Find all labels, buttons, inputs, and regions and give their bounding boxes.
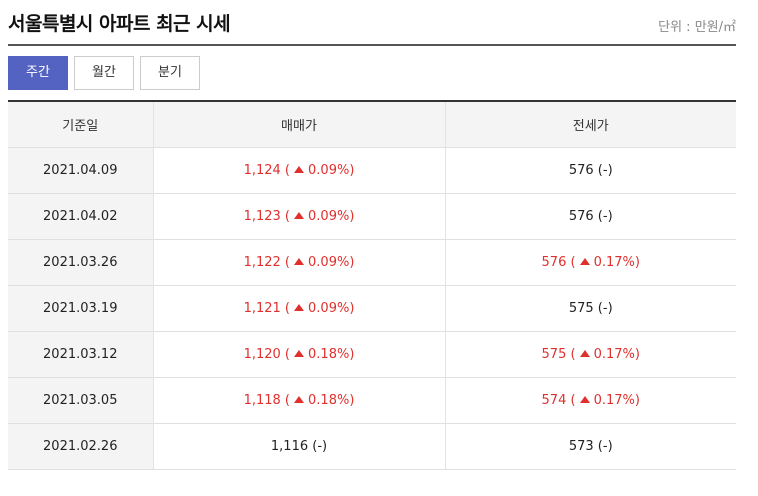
period-tabs: 주간 월간 분기 — [8, 56, 200, 90]
row-jeonse-value: 576 — [568, 208, 594, 224]
triangle-up-icon — [579, 258, 590, 265]
row-sale-cell: 1,120 (0.18%) — [153, 331, 446, 378]
row-jeonse-change: - — [602, 300, 608, 316]
row-jeonse-cell: 576 (-) — [445, 193, 736, 240]
row-jeonse-change: - — [602, 208, 608, 224]
row-date: 2021.04.02 — [8, 193, 154, 240]
triangle-up-icon — [294, 304, 305, 311]
table-row: 2021.03.05 1,118 (0.18%) 574 (0.17%) — [8, 377, 736, 424]
table-row: 2021.02.26 1,116 (-) 573 (-) — [8, 423, 736, 470]
row-sale-value: 1,120 — [243, 346, 281, 362]
row-date: 2021.03.12 — [8, 331, 154, 378]
row-jeonse-change: - — [602, 162, 608, 178]
row-jeonse-change: 0.17% — [593, 392, 635, 408]
price-table: 기준일 매매가 전세가 2021.04.09 1,124 (0.09%) 576 (… — [8, 100, 736, 470]
row-sale-value: 1,123 — [243, 208, 281, 224]
row-jeonse-change: 0.17% — [593, 254, 635, 270]
row-sale-cell: 1,122 (0.09%) — [153, 239, 446, 286]
row-jeonse-value: 573 — [568, 438, 594, 454]
row-sale-value: 1,122 — [243, 254, 281, 270]
row-sale-change: 0.09% — [308, 162, 350, 178]
table-row: 2021.03.19 1,121 (0.09%) 575 (-) — [8, 285, 736, 332]
row-jeonse-value: 575 — [568, 300, 594, 316]
row-sale-value: 1,121 — [243, 300, 281, 316]
triangle-up-icon — [294, 396, 305, 403]
row-jeonse-cell: 576 (0.17%) — [445, 239, 736, 286]
row-jeonse-value: 576 — [568, 162, 594, 178]
row-jeonse-value: 575 — [541, 346, 567, 362]
row-jeonse-change: 0.17% — [593, 346, 635, 362]
row-jeonse-cell: 574 (0.17%) — [445, 377, 736, 424]
triangle-up-icon — [294, 350, 305, 357]
row-date: 2021.03.05 — [8, 377, 154, 424]
column-header-date: 기준일 — [8, 101, 154, 148]
row-sale-value: 1,124 — [243, 162, 281, 178]
row-sale-cell: 1,121 (0.09%) — [153, 285, 446, 332]
triangle-up-icon — [294, 212, 305, 219]
unit-label: 단위 : 만원/㎡ — [658, 20, 736, 35]
page-title: 서울특별시 아파트 최근 시세 — [8, 13, 231, 35]
row-sale-cell: 1,116 (-) — [153, 423, 446, 470]
row-sale-change: 0.09% — [308, 254, 350, 270]
table-row: 2021.03.12 1,120 (0.18%) 575 (0.17%) — [8, 331, 736, 378]
row-sale-cell: 1,123 (0.09%) — [153, 193, 446, 240]
row-date: 2021.04.09 — [8, 147, 154, 194]
tab-monthly[interactable]: 월간 — [74, 56, 134, 90]
table-row: 2021.04.09 1,124 (0.09%) 576 (-) — [8, 147, 736, 194]
column-header-sale: 매매가 — [153, 101, 446, 148]
table-header-row: 기준일 매매가 전세가 — [8, 101, 736, 148]
table-row: 2021.03.26 1,122 (0.09%) 576 (0.17%) — [8, 239, 736, 286]
page-header: 서울특별시 아파트 최근 시세 단위 : 만원/㎡ — [8, 0, 736, 46]
row-sale-value: 1,116 — [270, 438, 309, 454]
row-sale-change: - — [317, 438, 323, 454]
row-sale-cell: 1,118 (0.18%) — [153, 377, 446, 424]
triangle-up-icon — [579, 396, 590, 403]
row-sale-change: 0.18% — [308, 346, 350, 362]
row-sale-change: 0.09% — [308, 208, 350, 224]
column-header-jeonse: 전세가 — [445, 101, 736, 148]
row-date: 2021.02.26 — [8, 423, 154, 470]
row-jeonse-cell: 575 (0.17%) — [445, 331, 736, 378]
triangle-up-icon — [294, 166, 305, 173]
triangle-up-icon — [294, 258, 305, 265]
row-jeonse-cell: 576 (-) — [445, 147, 736, 194]
row-jeonse-value: 576 — [541, 254, 567, 270]
row-sale-change: 0.18% — [308, 392, 350, 408]
row-jeonse-change: - — [602, 438, 608, 454]
row-date: 2021.03.19 — [8, 285, 154, 332]
row-jeonse-value: 574 — [541, 392, 567, 408]
row-sale-cell: 1,124 (0.09%) — [153, 147, 446, 194]
triangle-up-icon — [579, 350, 590, 357]
row-jeonse-cell: 575 (-) — [445, 285, 736, 332]
row-jeonse-cell: 573 (-) — [445, 423, 736, 470]
table-row: 2021.04.02 1,123 (0.09%) 576 (-) — [8, 193, 736, 240]
row-sale-change: 0.09% — [308, 300, 350, 316]
row-date: 2021.03.26 — [8, 239, 154, 286]
tab-weekly[interactable]: 주간 — [8, 56, 68, 90]
table-body: 2021.04.09 1,124 (0.09%) 576 (-) 2021.04.02… — [8, 147, 736, 470]
row-sale-value: 1,118 — [243, 392, 281, 408]
tab-quarterly[interactable]: 분기 — [140, 56, 200, 90]
